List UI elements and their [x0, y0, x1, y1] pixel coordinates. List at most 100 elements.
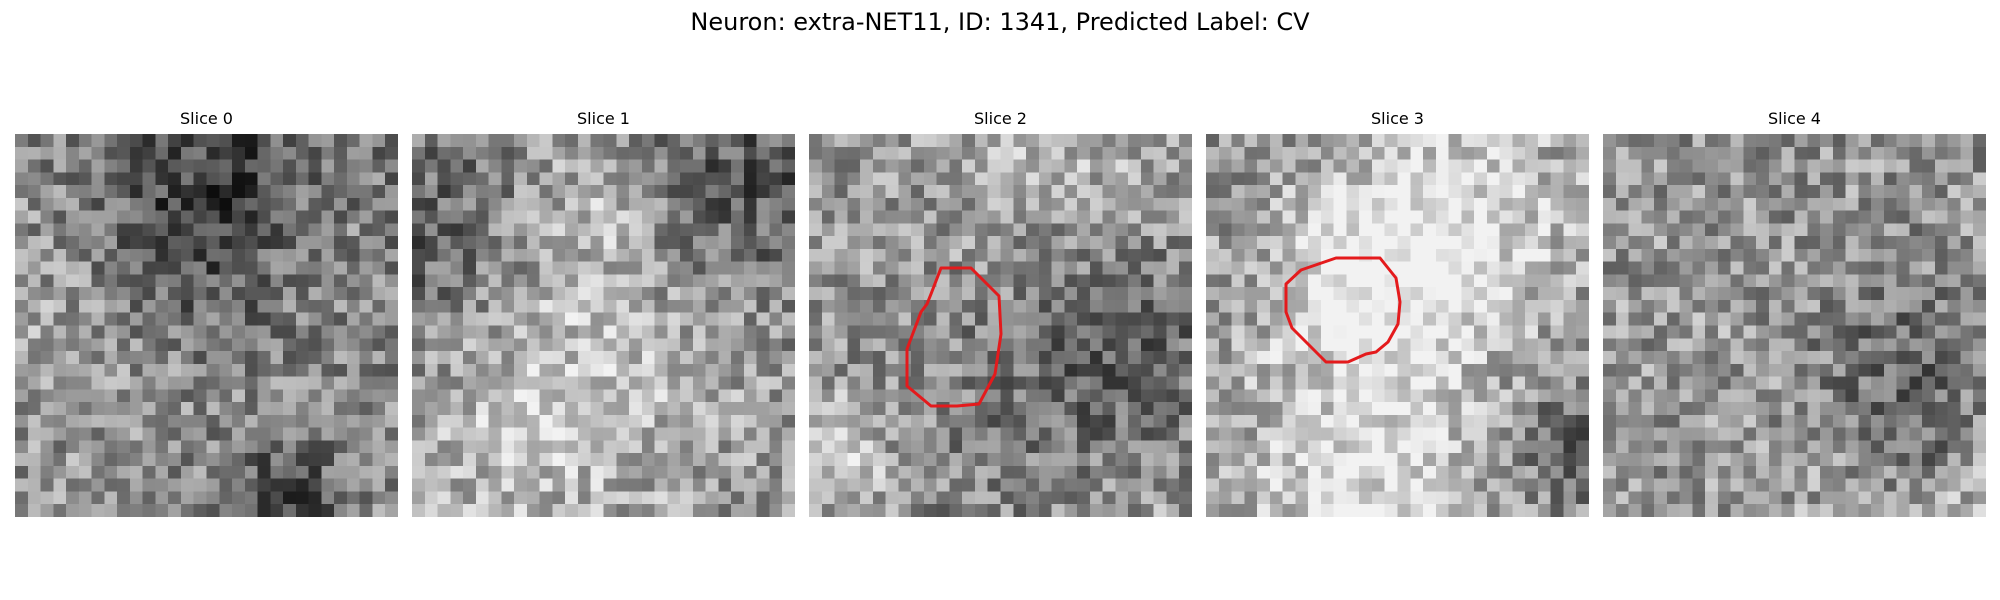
image-pixel: [1308, 363, 1322, 377]
image-pixel: [308, 440, 322, 454]
image-pixel: [1563, 440, 1577, 454]
image-pixel: [936, 351, 950, 365]
image-pixel: [1244, 185, 1258, 199]
image-pixel: [1282, 338, 1296, 352]
image-pixel: [1705, 146, 1719, 160]
image-pixel: [40, 210, 54, 224]
image-pixel: [1909, 402, 1923, 416]
image-pixel: [463, 236, 477, 250]
image-pixel: [1244, 325, 1258, 339]
image-pixel: [756, 146, 770, 160]
image-pixel: [590, 338, 604, 352]
image-pixel: [1743, 465, 1757, 479]
image-pixel: [15, 491, 29, 505]
image-pixel: [782, 197, 795, 211]
image-pixel: [769, 248, 783, 262]
image-pixel: [731, 312, 745, 326]
image-pixel: [488, 465, 502, 479]
image-pixel: [782, 427, 795, 441]
image-pixel: [1820, 351, 1834, 365]
image-pixel: [1947, 351, 1961, 365]
image-pixel: [1679, 427, 1693, 441]
image-pixel: [1871, 453, 1885, 467]
image-pixel: [1026, 210, 1040, 224]
image-pixel: [295, 363, 309, 377]
image-pixel: [718, 325, 732, 339]
image-pixel: [809, 351, 823, 365]
image-pixel: [1038, 312, 1052, 326]
image-pixel: [104, 312, 118, 326]
image-pixel: [1666, 312, 1680, 326]
image-pixel: [936, 414, 950, 428]
image-pixel: [1102, 427, 1116, 441]
image-pixel: [680, 146, 694, 160]
image-pixel: [565, 172, 579, 186]
image-pixel: [1845, 274, 1859, 288]
image-pixel: [539, 134, 553, 148]
image-pixel: [962, 440, 976, 454]
image-pixel: [1973, 146, 1986, 160]
image-pixel: [1922, 363, 1936, 377]
image-pixel: [1807, 312, 1821, 326]
image-pixel: [1717, 465, 1731, 479]
image-pixel: [270, 351, 284, 365]
image-pixel: [1064, 287, 1078, 301]
image-pixel: [565, 389, 579, 403]
image-pixel: [488, 261, 502, 275]
image-pixel: [718, 146, 732, 160]
image-pixel: [66, 287, 80, 301]
image-pixel: [142, 491, 156, 505]
image-pixel: [1128, 402, 1142, 416]
image-pixel: [1231, 146, 1245, 160]
image-pixel: [1102, 261, 1116, 275]
image-pixel: [1820, 504, 1834, 517]
image-pixel: [129, 376, 143, 390]
image-pixel: [1179, 440, 1192, 454]
image-pixel: [526, 299, 540, 313]
image-pixel: [705, 414, 719, 428]
image-pixel: [1537, 236, 1551, 250]
image-pixel: [1089, 427, 1103, 441]
image-pixel: [1333, 312, 1347, 326]
image-pixel: [1615, 146, 1629, 160]
image-pixel: [91, 338, 105, 352]
image-pixel: [1628, 236, 1642, 250]
image-pixel: [782, 236, 795, 250]
image-pixel: [1140, 453, 1154, 467]
image-pixel: [295, 478, 309, 492]
image-pixel: [1153, 453, 1167, 467]
image-pixel: [974, 363, 988, 377]
image-pixel: [1051, 453, 1065, 467]
image-pixel: [1603, 465, 1617, 479]
image-pixel: [1756, 248, 1770, 262]
image-pixel: [1206, 465, 1220, 479]
image-pixel: [1525, 363, 1539, 377]
image-pixel: [629, 223, 643, 237]
image-pixel: [654, 478, 668, 492]
image-pixel: [1038, 287, 1052, 301]
image-pixel: [180, 299, 194, 313]
image-pixel: [1320, 389, 1334, 403]
image-pixel: [283, 504, 297, 517]
image-pixel: [1435, 453, 1449, 467]
image-pixel: [1244, 223, 1258, 237]
image-pixel: [769, 299, 783, 313]
image-pixel: [590, 376, 604, 390]
image-pixel: [27, 287, 41, 301]
image-pixel: [283, 223, 297, 237]
image-pixel: [1730, 414, 1744, 428]
image-pixel: [1013, 197, 1027, 211]
image-pixel: [1922, 210, 1936, 224]
image-pixel: [1909, 491, 1923, 505]
image-pixel: [936, 325, 950, 339]
image-pixel: [603, 210, 617, 224]
image-pixel: [1320, 274, 1334, 288]
image-pixel: [1550, 134, 1564, 148]
image-pixel: [1563, 197, 1577, 211]
image-pixel: [987, 236, 1001, 250]
image-pixel: [1013, 325, 1027, 339]
image-pixel: [155, 504, 169, 517]
image-pixel: [911, 376, 925, 390]
image-pixel: [603, 351, 617, 365]
image-pixel: [1525, 146, 1539, 160]
